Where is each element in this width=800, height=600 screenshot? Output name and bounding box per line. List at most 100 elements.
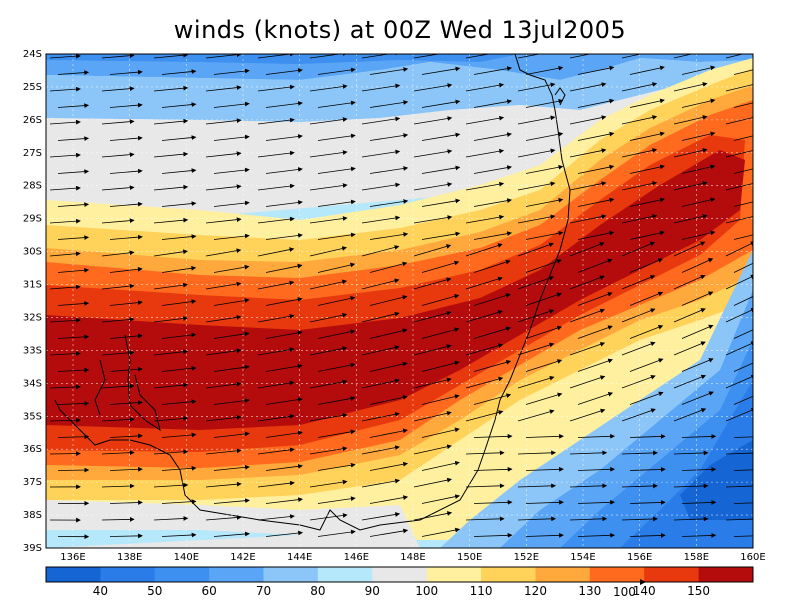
wind-vector bbox=[369, 133, 409, 141]
wind-vector bbox=[49, 218, 81, 224]
wind-vector bbox=[153, 416, 189, 422]
wind-vector bbox=[369, 328, 408, 339]
wind-vector bbox=[421, 494, 460, 504]
wind-vector bbox=[317, 496, 356, 504]
wind-vector bbox=[569, 516, 608, 522]
wind-vector bbox=[733, 69, 753, 75]
wind-vector bbox=[629, 533, 666, 538]
wind-vector bbox=[473, 326, 511, 339]
wind-vector bbox=[57, 434, 90, 440]
wind-vector bbox=[257, 347, 295, 356]
wind-vector bbox=[421, 360, 460, 372]
wind-vector bbox=[681, 467, 717, 472]
wind-vector bbox=[681, 197, 716, 207]
wind-vector bbox=[309, 117, 348, 125]
wind-vector bbox=[213, 531, 250, 537]
wind-vector bbox=[205, 415, 242, 422]
wind-vector bbox=[465, 82, 505, 92]
wind-vector bbox=[153, 516, 189, 521]
wind-vector bbox=[473, 359, 512, 372]
wind-vector bbox=[569, 408, 606, 422]
colorbar-swatch bbox=[535, 567, 591, 582]
wind-vector bbox=[153, 54, 189, 59]
wind-vector bbox=[681, 291, 714, 306]
wind-vector bbox=[101, 350, 135, 356]
wind-vector bbox=[629, 65, 665, 75]
wind-vector bbox=[369, 461, 408, 471]
wind-vector bbox=[413, 277, 452, 290]
wind-vector bbox=[725, 407, 753, 422]
wind-vector bbox=[265, 397, 303, 405]
wind-vector bbox=[517, 342, 555, 356]
wind-vector bbox=[49, 417, 81, 423]
lat-label: 33S bbox=[23, 345, 42, 356]
lat-label: 31S bbox=[23, 280, 42, 291]
wind-vector bbox=[577, 358, 613, 372]
wind-vector bbox=[309, 54, 348, 59]
wind-vector bbox=[161, 102, 197, 108]
wind-vector bbox=[109, 234, 143, 240]
wind-vector bbox=[473, 132, 512, 141]
wind-vector bbox=[309, 446, 348, 455]
wind-vector bbox=[517, 375, 555, 389]
wind-vector bbox=[569, 375, 606, 389]
wind-vector bbox=[257, 150, 295, 158]
wind-vector bbox=[517, 483, 556, 489]
wind-vector bbox=[205, 85, 242, 92]
wind-vector bbox=[153, 282, 188, 290]
wind-vector bbox=[621, 82, 658, 92]
wind-vector bbox=[213, 233, 250, 240]
lat-label: 26S bbox=[23, 115, 42, 126]
wind-vector bbox=[413, 215, 453, 224]
wind-vector bbox=[265, 200, 303, 207]
wind-vector bbox=[673, 483, 709, 489]
wind-vector bbox=[673, 341, 706, 356]
wind-vector bbox=[569, 275, 605, 290]
wind-vector bbox=[109, 333, 143, 339]
wind-vector bbox=[205, 184, 242, 191]
wind-vector bbox=[257, 313, 295, 323]
wind-vector bbox=[265, 497, 303, 504]
wind-vector bbox=[629, 434, 666, 439]
wind-vector bbox=[673, 274, 706, 290]
wind-vector bbox=[629, 291, 664, 306]
wind-vector bbox=[361, 411, 400, 422]
wind-vector bbox=[153, 85, 189, 92]
colorbar-swatch bbox=[46, 567, 101, 582]
wind-vector bbox=[57, 70, 90, 75]
colorbar-swatch bbox=[644, 567, 700, 582]
wind-vector bbox=[101, 152, 135, 158]
wind-vector bbox=[525, 164, 564, 174]
wind-vector bbox=[213, 200, 250, 207]
wind-vector bbox=[361, 149, 401, 158]
wind-vector bbox=[205, 481, 242, 488]
wind-vector bbox=[361, 478, 400, 488]
wind-vector bbox=[213, 134, 250, 141]
wind-vector bbox=[465, 148, 505, 158]
wind-vector bbox=[621, 241, 656, 257]
lat-label: 25S bbox=[23, 82, 42, 93]
wind-vector bbox=[49, 384, 81, 390]
wind-vector bbox=[681, 533, 717, 538]
wind-vector bbox=[473, 293, 511, 306]
wind-vector bbox=[673, 214, 708, 224]
lat-label: 30S bbox=[23, 247, 42, 258]
lon-label: 152E bbox=[514, 552, 539, 563]
wind-vector bbox=[413, 310, 452, 323]
wind-vector bbox=[101, 483, 135, 489]
wind-vector bbox=[421, 460, 460, 471]
wind-vector bbox=[525, 433, 564, 439]
lon-label: 160E bbox=[740, 552, 765, 563]
wind-vector bbox=[413, 344, 452, 356]
wind-vector bbox=[525, 65, 564, 75]
wind-vector bbox=[57, 301, 90, 306]
wind-vector bbox=[413, 444, 452, 455]
wind-vector bbox=[733, 262, 753, 273]
wind-vector bbox=[621, 483, 658, 489]
wind-vector bbox=[629, 230, 665, 240]
wind-vector bbox=[257, 247, 295, 257]
wind-vector bbox=[681, 258, 714, 273]
wind-vector bbox=[205, 515, 242, 521]
wind-vector bbox=[213, 101, 250, 108]
wind-vector bbox=[369, 100, 409, 108]
